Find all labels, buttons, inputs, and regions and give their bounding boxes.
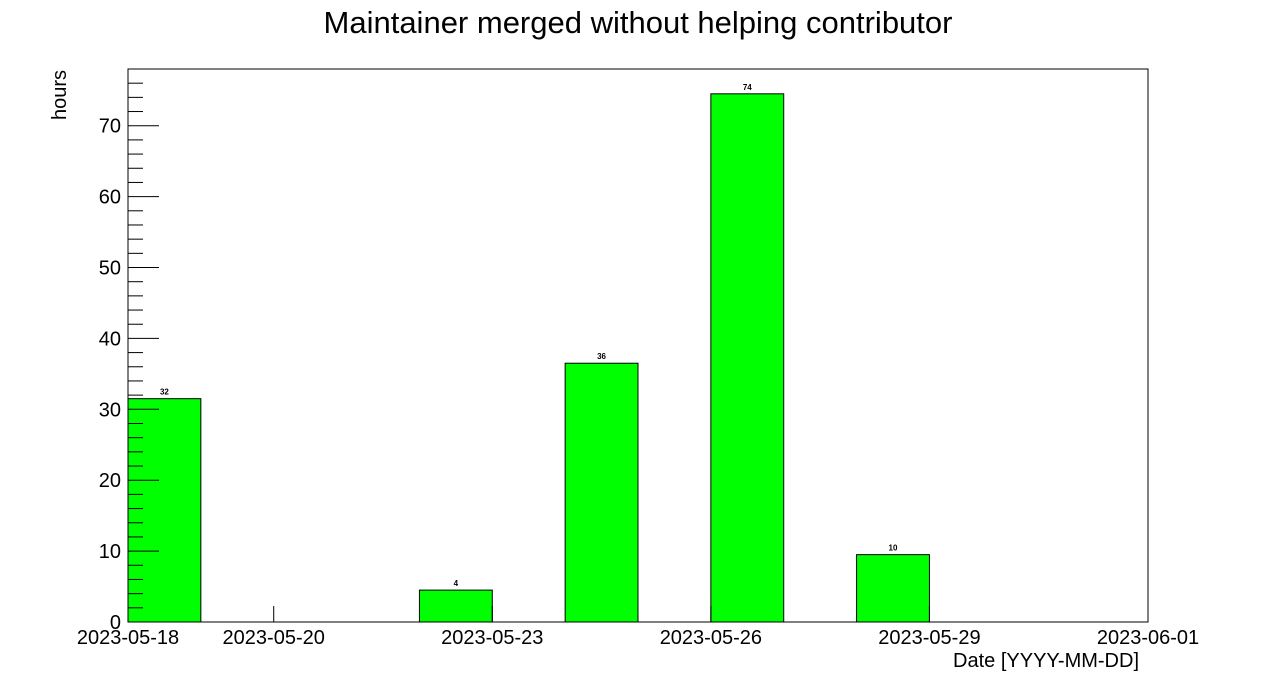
x-tick-label: 2023-05-29 [878,627,980,649]
bar [564,362,639,623]
y-tick-label: 10 [99,541,121,563]
y-tick-label: 0 [110,612,121,634]
y-tick-label: 70 [99,116,121,138]
bar [127,398,202,623]
y-tick-label: 40 [99,328,121,350]
y-axis-label: hours [49,70,71,120]
bar-value-label: 10 [889,544,898,553]
y-tick-label: 50 [99,258,121,280]
bar-value-label: 4 [454,579,459,588]
bar [710,93,785,623]
y-tick-label: 20 [99,470,121,492]
axis-ticks: 0 10 20 30 40 50 60 70 2023-05-18 2023-05-20 2023-… [77,68,1199,649]
y-tick-label: 60 [99,187,121,209]
bar [418,589,493,623]
x-tick-label: 2023-05-18 [77,627,179,649]
y-tick-label: 30 [99,399,121,421]
bar-value-label: 74 [743,83,752,92]
plot-frame [127,68,1149,623]
bar-value-label: 36 [597,352,606,361]
x-tick-label: 2023-06-01 [1097,627,1199,649]
bar [856,554,930,623]
x-tick-label: 2023-05-20 [223,627,325,649]
x-tick-label: 2023-05-26 [660,627,762,649]
bars: 32 4 36 74 10 [127,83,930,623]
x-tick-label: 2023-05-23 [441,627,543,649]
bar-value-label: 32 [160,388,169,397]
chart-title: Maintainer merged without helping contri… [324,5,953,40]
x-axis-label: Date [YYYY-MM-DD] [953,650,1139,672]
